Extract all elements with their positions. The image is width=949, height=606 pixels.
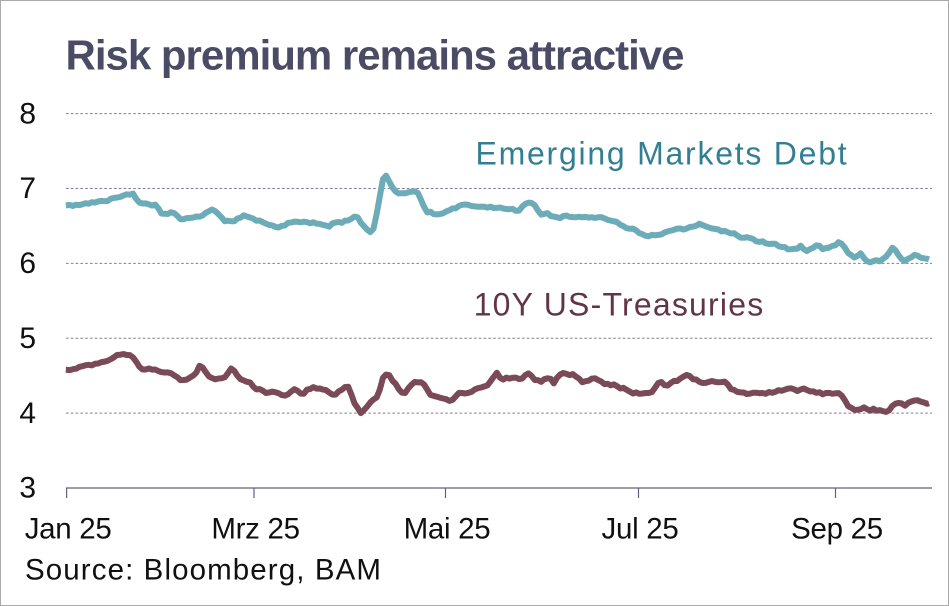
svg-text:7: 7 xyxy=(19,172,36,205)
svg-text:3: 3 xyxy=(19,472,36,505)
svg-text:6: 6 xyxy=(19,247,36,280)
svg-text:10Y US-Treasuries: 10Y US-Treasuries xyxy=(474,286,765,322)
svg-text:Emerging Markets Debt: Emerging Markets Debt xyxy=(476,136,849,172)
svg-text:Jul 25: Jul 25 xyxy=(602,513,679,546)
svg-text:Mai 25: Mai 25 xyxy=(404,513,491,546)
svg-text:8: 8 xyxy=(19,97,36,130)
svg-text:4: 4 xyxy=(19,397,36,430)
svg-text:Sep 25: Sep 25 xyxy=(791,513,883,546)
svg-text:5: 5 xyxy=(19,322,36,355)
svg-text:Source: Bloomberg, BAM: Source: Bloomberg, BAM xyxy=(25,553,382,586)
svg-text:Mrz 25: Mrz 25 xyxy=(211,513,299,546)
svg-text:Jan 25: Jan 25 xyxy=(25,513,112,546)
svg-text:Risk premium remains attractiv: Risk premium remains attractive xyxy=(66,31,684,78)
